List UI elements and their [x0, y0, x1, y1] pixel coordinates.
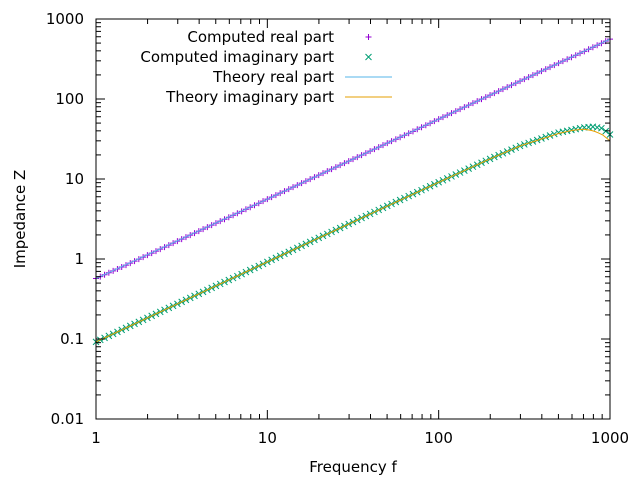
legend-marker-sample	[365, 34, 372, 40]
legend-label: Computed real part	[187, 28, 334, 46]
y-tick-label: 10	[65, 170, 84, 188]
data-point	[542, 133, 550, 141]
plot-frame	[95, 18, 611, 420]
series-line	[95, 128, 611, 343]
y-tick-label: 100	[55, 90, 84, 108]
data-point	[546, 132, 554, 139]
y-tick-label: 1000	[46, 10, 84, 28]
tick-labels: 1 10 100 1000 0.01 0.1 1 10 100 1000	[46, 10, 629, 447]
series-line	[95, 38, 611, 279]
minor-ticks	[96, 19, 610, 419]
legend: Computed real part Computed imaginary par…	[140, 28, 392, 106]
plot-marks	[92, 36, 614, 346]
legend-marker-sample	[365, 53, 372, 61]
series-line-3	[95, 128, 611, 343]
y-tick-label: 0.1	[60, 330, 84, 348]
major-ticks	[95, 18, 611, 420]
x-axis-label: Frequency f	[309, 458, 397, 476]
y-tick-label: 0.01	[51, 410, 84, 428]
legend-label: Theory imaginary part	[165, 88, 334, 106]
x-tick-label: 100	[424, 429, 453, 447]
data-point	[598, 124, 605, 132]
series-line-2	[95, 38, 611, 279]
x-tick-label: 1	[91, 429, 101, 447]
y-axis-label: Impedance Z	[11, 170, 29, 269]
data-point	[572, 125, 580, 133]
legend-label: Theory real part	[212, 68, 334, 86]
legend-label: Computed imaginary part	[140, 48, 334, 66]
x-tick-label: 1000	[591, 429, 629, 447]
y-tick-label: 1	[74, 250, 84, 268]
x-tick-label: 10	[258, 429, 277, 447]
